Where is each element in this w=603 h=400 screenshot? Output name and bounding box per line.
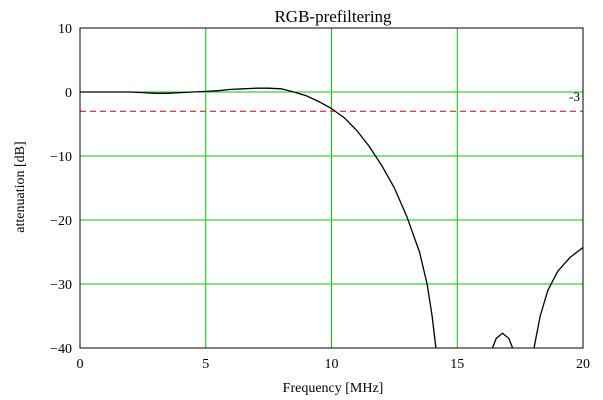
reference-label: -3 — [569, 89, 580, 104]
tick-labels: 0 5 10 15 20 10 0 −10 −20 −30 −40 — [50, 22, 590, 372]
y-tick-label: −40 — [50, 342, 72, 357]
y-tick-label: −30 — [50, 278, 72, 293]
attenuation-curve-segment — [491, 332, 514, 349]
x-tick-label: 0 — [77, 357, 84, 372]
y-tick-label: −20 — [50, 214, 72, 229]
x-tick-label: 5 — [202, 357, 209, 372]
y-tick-label: −10 — [50, 150, 72, 165]
x-axis-label: Frequency [MHz] — [283, 381, 384, 396]
plot-frame — [79, 27, 584, 349]
chart-title: RGB-prefiltering — [274, 7, 392, 26]
y-axis-label: attenuation [dB] — [13, 141, 28, 232]
x-tick-label: 20 — [576, 357, 590, 372]
attenuation-curve-segment — [533, 246, 584, 349]
grid-lines — [80, 28, 583, 348]
x-tick-label: 15 — [450, 357, 464, 372]
y-tick-label: 10 — [58, 22, 72, 37]
curve-layer — [80, 87, 584, 349]
reference-layer: -3 — [80, 89, 583, 112]
y-tick-label: 0 — [65, 86, 72, 101]
attenuation-curve-segment — [80, 87, 437, 349]
x-tick-label: 10 — [325, 357, 339, 372]
